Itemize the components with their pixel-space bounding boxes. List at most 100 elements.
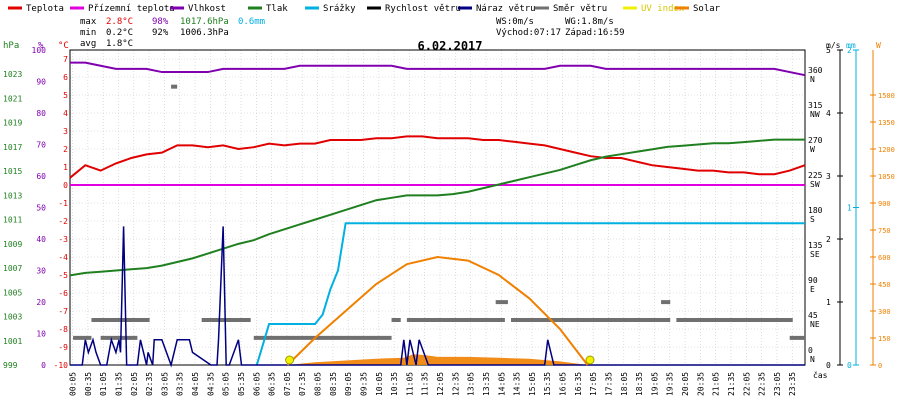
stat-min-press: 1006.3hPa	[180, 28, 229, 38]
legend-label: Tlak	[266, 4, 288, 14]
humidity-tick: 70	[36, 141, 46, 150]
x-tick: 10:05	[375, 372, 384, 396]
x-tick: 12:05	[436, 372, 445, 396]
pressure-tick: 1013	[3, 191, 22, 200]
x-tick: 23:05	[773, 372, 782, 396]
solar-tick: 150	[878, 335, 891, 343]
x-tick: 14:35	[513, 372, 522, 396]
pressure-tick: 1001	[3, 337, 22, 346]
wind-gust-line	[70, 226, 805, 368]
stat-avg-temp: 1.8°C	[106, 39, 133, 49]
x-tick: 15:05	[528, 372, 537, 396]
temperature-tick: -9	[58, 343, 68, 352]
wind-dir-label: NW	[810, 110, 820, 119]
x-tick: 11:05	[405, 372, 414, 396]
x-tick: 03:35	[176, 372, 185, 396]
wind-speed-tick: 0	[826, 361, 831, 370]
rain-axis-label: mm	[846, 41, 856, 50]
wind-dir-tick: 90	[808, 276, 818, 285]
solar-tick: 1200	[878, 146, 895, 154]
x-tick: 12:35	[451, 372, 460, 396]
legend-label: Náraz větru	[476, 4, 536, 14]
wind-dir-tick: 360	[808, 66, 823, 75]
stat-max-rain: 0.6mm	[238, 17, 265, 27]
pressure-line	[69, 138, 805, 277]
plot-area	[69, 61, 806, 368]
legend-label: Rychlost větru	[385, 4, 461, 14]
x-tick: 08:35	[329, 372, 338, 396]
solar-tick: 0	[878, 362, 882, 370]
wind-dir-label: E	[810, 285, 815, 294]
humidity-tick: 100	[32, 46, 47, 55]
wind-dir-tick: 135	[808, 241, 823, 250]
wind-dir-label: W	[810, 145, 815, 154]
x-tick: 00:35	[84, 372, 93, 396]
temperature-tick: -1	[58, 199, 68, 208]
pressure-axis-label: hPa	[3, 41, 19, 51]
humidity-axis-label: %	[38, 41, 44, 51]
x-tick: 20:05	[681, 372, 690, 396]
wind-gust-info: WG:1.8m/s	[565, 17, 614, 27]
stat-max-label: max	[80, 17, 97, 27]
x-tick: 03:05	[160, 372, 169, 396]
wind-dir-label: S	[810, 215, 815, 224]
humidity-tick: 60	[36, 172, 46, 181]
axes: hPa% °C9991001100310051007100910111013101…	[3, 41, 895, 396]
stat-max-temp: 2.8°C	[106, 17, 133, 27]
solar-tick: 300	[878, 308, 891, 316]
solar-tick: 1500	[878, 92, 895, 100]
legend-label: Směr větru	[553, 4, 607, 14]
solar-tick: 450	[878, 281, 891, 289]
x-tick: 16:05	[559, 372, 568, 396]
uv-marker	[285, 355, 295, 365]
temperature-tick: -4	[58, 253, 68, 262]
temperature-tick: 6	[63, 73, 68, 82]
x-tick: 19:35	[666, 372, 675, 396]
temperature-tick: 5	[63, 91, 68, 100]
x-tick: 17:05	[589, 372, 598, 396]
solar-axis-label: W	[876, 41, 881, 50]
sunset-info: Západ:16:59	[565, 28, 625, 38]
pressure-tick: 1019	[3, 119, 22, 128]
x-tick: 21:05	[712, 372, 721, 396]
x-tick: 20:35	[696, 372, 705, 396]
wind-dir-label: N	[810, 355, 815, 364]
temperature-tick: -3	[58, 235, 68, 244]
x-tick: 06:05	[252, 372, 261, 396]
temperature-tick: 3	[63, 127, 68, 136]
x-tick: 01:05	[99, 372, 108, 396]
temperature-tick: -6	[58, 289, 68, 298]
x-tick: 04:35	[206, 372, 215, 396]
pressure-tick: 1011	[3, 216, 22, 225]
x-tick: 22:05	[742, 372, 751, 396]
wind-dir-label: SE	[810, 250, 820, 259]
legend-label: UV index	[641, 4, 685, 14]
x-tick: 07:35	[298, 372, 307, 396]
x-tick: 23:35	[788, 372, 797, 396]
wind-speed-tick: 4	[826, 109, 831, 118]
humidity-tick: 10	[36, 330, 46, 339]
solar-tick: 600	[878, 254, 891, 262]
temperature-tick: 2	[63, 145, 68, 154]
stat-min-label: min	[80, 28, 96, 38]
wind-speed-tick: 5	[826, 46, 831, 55]
pressure-tick: 1017	[3, 143, 22, 152]
x-tick: 17:35	[604, 372, 613, 396]
wind-speed-axis-label: m/s	[826, 41, 841, 50]
x-tick: 07:05	[283, 372, 292, 396]
pressure-tick: 1009	[3, 240, 22, 249]
chart-title: 6.02.2017	[417, 39, 482, 53]
temperature-tick: 7	[63, 55, 68, 64]
x-tick: 04:05	[191, 372, 200, 396]
x-tick: 05:35	[237, 372, 246, 396]
temperature-tick: -2	[58, 217, 68, 226]
x-tick: 19:05	[650, 372, 659, 396]
temperature-axis-label: °C	[58, 41, 69, 51]
stats-panel: max 2.8°C 98% 1017.6hPa 0.6mm min 0.2°C …	[80, 17, 265, 49]
x-tick: 09:35	[359, 372, 368, 396]
x-tick: 22:35	[758, 372, 767, 396]
solar-tick: 1050	[878, 173, 895, 181]
temperature-tick: -7	[58, 307, 68, 316]
grid	[70, 50, 805, 366]
stat-avg-label: avg	[80, 39, 96, 49]
